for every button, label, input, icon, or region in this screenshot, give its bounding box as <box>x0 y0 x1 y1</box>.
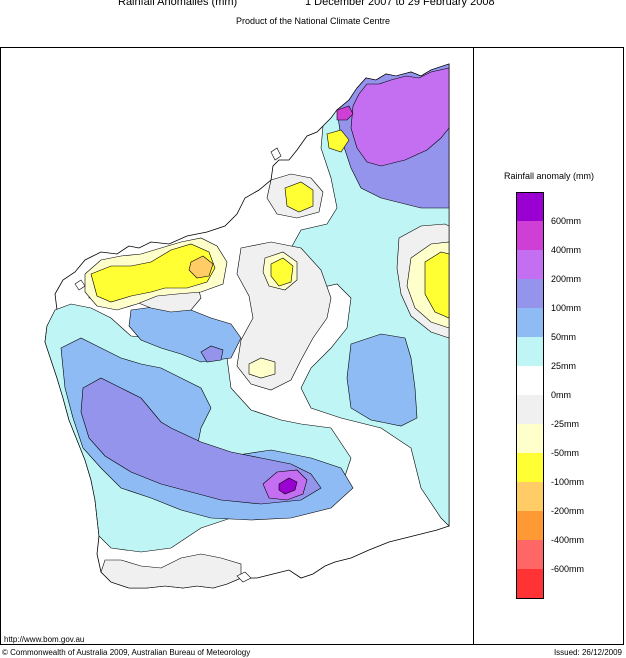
legend-swatch <box>516 192 544 221</box>
legend-swatch <box>516 453 544 482</box>
anomaly-600-interior <box>278 477 298 495</box>
source-url[interactable]: http://www.bom.gov.au <box>4 635 85 644</box>
legend-swatch <box>516 337 544 366</box>
anomaly-minus100-central <box>270 257 294 287</box>
legend-swatch <box>516 250 544 279</box>
legend-swatch <box>516 366 544 395</box>
issued-date: Issued: 26/12/2009 <box>553 648 622 657</box>
legend-label: 0mm <box>551 390 571 400</box>
anomaly-minus100-kimberley-north <box>326 129 350 153</box>
island <box>236 571 252 583</box>
legend-swatch <box>516 540 544 569</box>
anomaly-100-200-pilbara-spot <box>200 345 224 363</box>
legend-swatch <box>516 221 544 250</box>
legend-divider <box>473 47 474 645</box>
title-row: Rainfall Anomalies (mm) 1 December 2007 … <box>0 0 626 10</box>
anomaly-400-600-kimberley <box>336 105 354 121</box>
legend-label: 600mm <box>551 216 582 226</box>
legend-swatch <box>516 308 544 337</box>
map-frame <box>0 47 624 645</box>
legend-label: -100mm <box>551 477 585 487</box>
legend-swatch <box>516 395 544 424</box>
legend-label: 200mm <box>551 274 582 284</box>
legend-swatch <box>516 424 544 453</box>
legend-label: -600mm <box>551 564 585 574</box>
legend-label: 50mm <box>551 332 577 342</box>
island <box>74 279 86 291</box>
island <box>270 147 282 161</box>
copyright-text: © Commonwealth of Australia 2009, Austra… <box>2 648 251 657</box>
anomaly-minus25-central <box>236 241 332 391</box>
rainfall-anomaly-map <box>44 63 450 589</box>
legend-label: -50mm <box>551 448 580 458</box>
map-title: Rainfall Anomalies (mm) <box>118 0 238 8</box>
anomaly-minus200-pilbara <box>188 255 214 279</box>
anomaly-200-400-kimberley <box>350 67 450 167</box>
map-subtitle: Product of the National Climate Centre <box>235 16 391 26</box>
anomaly-minus100-kimberley-coast <box>284 181 314 213</box>
legend-swatch <box>516 279 544 308</box>
legend-label: 400mm <box>551 245 582 255</box>
legend-label: -400mm <box>551 535 585 545</box>
legend-swatch <box>516 482 544 511</box>
map-period: 1 December 2007 to 29 February 2008 <box>305 0 495 8</box>
legend-swatch <box>516 511 544 540</box>
anomaly-100-200-southwest <box>80 377 322 505</box>
anomaly-50-100-central <box>346 333 418 427</box>
legend-label: 25mm <box>551 361 577 371</box>
legend-title: Rainfall anomaly (mm) <box>503 171 595 181</box>
anomaly-minus50-interior <box>248 357 276 379</box>
anomaly-minus100-pilbara <box>90 243 216 303</box>
legend-frame <box>516 192 544 599</box>
anomaly-minus100-kimberley-east <box>424 251 450 319</box>
legend-label: 100mm <box>551 303 582 313</box>
legend-label: -25mm <box>551 419 580 429</box>
legend-label: -200mm <box>551 506 585 516</box>
legend-swatch <box>516 569 544 598</box>
